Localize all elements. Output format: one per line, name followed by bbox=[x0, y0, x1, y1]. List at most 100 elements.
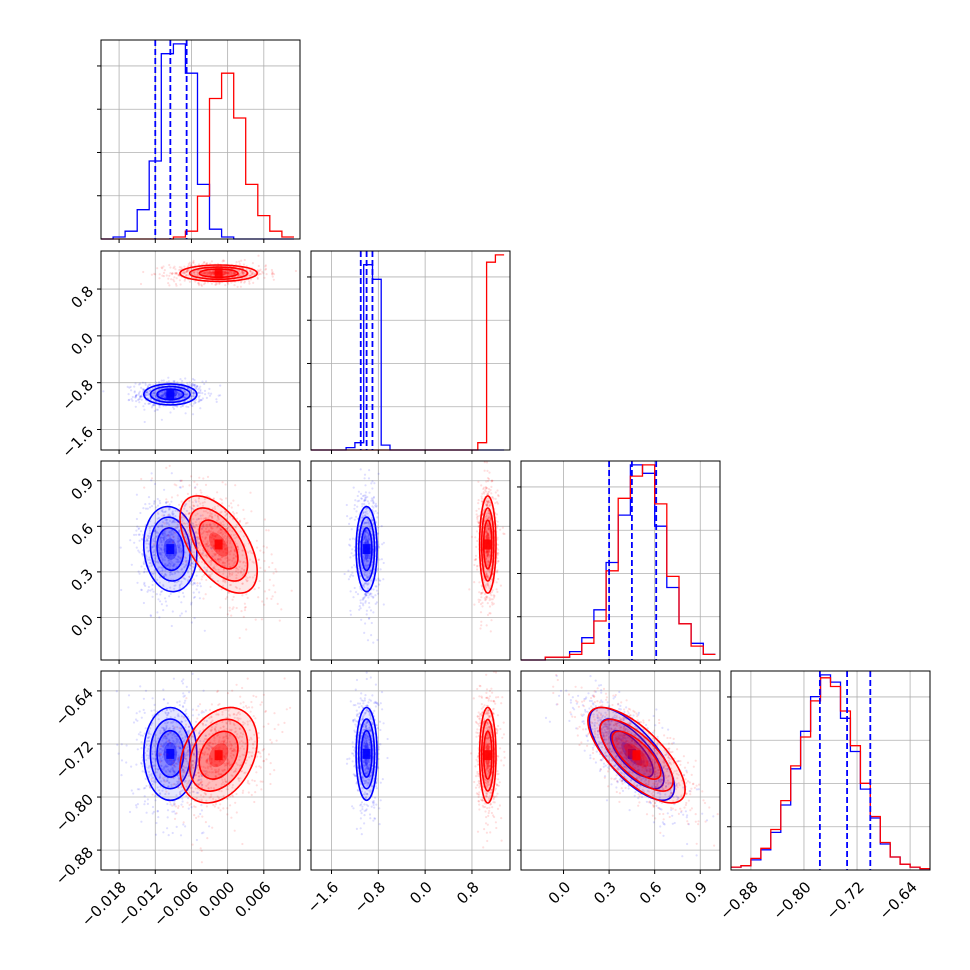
sample-point bbox=[149, 526, 152, 529]
sample-point bbox=[371, 518, 374, 521]
sample-point bbox=[222, 523, 225, 526]
sample-point bbox=[182, 270, 185, 273]
sample-point bbox=[362, 598, 365, 601]
sample-point bbox=[227, 272, 230, 275]
sample-point bbox=[223, 536, 226, 539]
sample-point bbox=[477, 502, 480, 505]
sample-point bbox=[163, 510, 166, 514]
sample-point bbox=[182, 692, 185, 695]
sample-point bbox=[212, 535, 215, 538]
sample-point bbox=[177, 274, 180, 277]
sample-point bbox=[188, 512, 191, 515]
sample-point bbox=[211, 515, 214, 518]
sample-point bbox=[238, 274, 241, 277]
sample-point bbox=[163, 554, 166, 557]
sample-point bbox=[173, 587, 176, 590]
sample-point bbox=[168, 263, 171, 267]
sample-point bbox=[261, 270, 264, 273]
sample-point bbox=[233, 272, 236, 275]
sample-point bbox=[192, 395, 195, 398]
sample-point bbox=[359, 492, 363, 495]
sample-point bbox=[190, 263, 193, 266]
sample-point bbox=[179, 378, 182, 381]
sample-point bbox=[165, 498, 168, 501]
sample-point bbox=[135, 517, 138, 521]
sample-point bbox=[163, 392, 166, 395]
sample-point bbox=[195, 500, 198, 503]
sample-point bbox=[198, 284, 201, 287]
sample-point bbox=[158, 616, 161, 619]
sample-point bbox=[175, 390, 178, 393]
sample-point bbox=[485, 595, 488, 599]
sample-point bbox=[486, 602, 489, 605]
sample-point bbox=[480, 484, 483, 487]
sample-point bbox=[218, 282, 221, 285]
sample-point bbox=[202, 549, 205, 552]
sample-point bbox=[365, 560, 368, 563]
sample-point bbox=[161, 395, 164, 398]
sample-point bbox=[364, 534, 367, 537]
sample-point bbox=[160, 418, 163, 421]
sample-point bbox=[176, 525, 179, 529]
sample-point bbox=[360, 564, 363, 567]
sample-point bbox=[185, 393, 188, 396]
sample-point bbox=[183, 390, 186, 393]
sample-point bbox=[206, 545, 209, 548]
sample-point bbox=[202, 551, 205, 554]
sample-point bbox=[226, 272, 229, 275]
sample-point bbox=[182, 515, 185, 519]
sample-point bbox=[224, 271, 227, 274]
sample-point bbox=[364, 511, 367, 514]
sample-point bbox=[242, 561, 245, 564]
sample-point bbox=[127, 393, 130, 396]
sample-point bbox=[178, 268, 181, 272]
sample-point bbox=[222, 259, 225, 262]
axes-background bbox=[731, 671, 930, 870]
sample-point bbox=[271, 270, 274, 273]
sample-point bbox=[361, 602, 364, 605]
sample-point bbox=[479, 627, 482, 630]
sample-point bbox=[160, 590, 163, 594]
sample-point bbox=[215, 398, 218, 401]
sample-point bbox=[215, 534, 219, 537]
sample-point bbox=[491, 601, 494, 604]
sample-point bbox=[234, 560, 237, 563]
sample-point bbox=[202, 831, 205, 834]
sample-point bbox=[173, 584, 176, 587]
sample-point bbox=[199, 502, 202, 505]
sample-point bbox=[136, 525, 139, 528]
sample-point bbox=[169, 560, 172, 563]
sample-point bbox=[168, 562, 171, 565]
sample-point bbox=[183, 396, 186, 399]
sample-point bbox=[195, 530, 198, 534]
sample-point bbox=[173, 276, 176, 279]
sample-point bbox=[154, 799, 157, 802]
sample-point bbox=[213, 505, 216, 509]
sample-point bbox=[178, 393, 181, 396]
sample-point bbox=[250, 551, 253, 555]
sample-point bbox=[150, 477, 154, 480]
sample-point bbox=[473, 603, 476, 606]
sample-point bbox=[207, 529, 211, 532]
sample-point bbox=[245, 628, 248, 631]
sample-point bbox=[184, 513, 187, 516]
sample-point bbox=[194, 582, 197, 585]
sample-point bbox=[134, 405, 137, 408]
sample-point bbox=[183, 577, 186, 580]
sample-point bbox=[144, 584, 147, 588]
sample-point bbox=[153, 502, 156, 505]
sample-point bbox=[169, 586, 172, 589]
sample-point bbox=[133, 390, 136, 393]
sample-point bbox=[499, 528, 502, 531]
sample-point bbox=[362, 511, 365, 514]
sample-point bbox=[172, 541, 175, 544]
sample-point bbox=[488, 490, 491, 493]
sample-point bbox=[216, 559, 219, 562]
sample-point bbox=[177, 539, 180, 542]
sample-point bbox=[225, 547, 228, 550]
sample-point bbox=[156, 560, 159, 563]
sample-point bbox=[178, 547, 181, 550]
sample-point bbox=[162, 511, 165, 514]
sample-point bbox=[174, 396, 177, 399]
sample-point bbox=[248, 282, 251, 285]
